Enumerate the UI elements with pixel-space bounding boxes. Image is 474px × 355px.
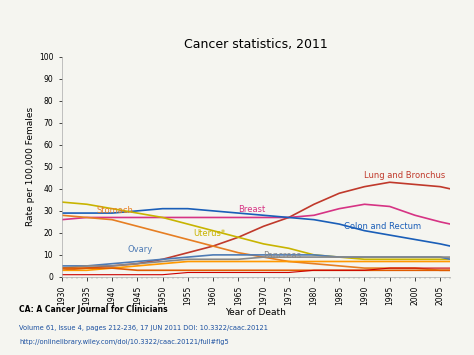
Text: http://onlinelibrary.wiley.com/doi/10.3322/caac.20121/full#fig5: http://onlinelibrary.wiley.com/doi/10.33… <box>19 339 229 345</box>
Text: Pancreas: Pancreas <box>264 251 301 261</box>
Text: Breast: Breast <box>238 205 265 214</box>
Text: Uterus*: Uterus* <box>193 229 225 239</box>
Text: Colon and Rectum: Colon and Rectum <box>344 222 421 231</box>
Text: Stomach: Stomach <box>97 206 134 215</box>
Text: Lung and Bronchus: Lung and Bronchus <box>365 171 446 180</box>
Text: Ovary: Ovary <box>127 245 153 254</box>
Text: Volume 61, Issue 4, pages 212-236, 17 JUN 2011 DOI: 10.3322/caac.20121: Volume 61, Issue 4, pages 212-236, 17 JU… <box>19 325 268 331</box>
X-axis label: Year of Death: Year of Death <box>226 308 286 317</box>
Title: Cancer statistics, 2011: Cancer statistics, 2011 <box>184 38 328 51</box>
Text: CA: A Cancer Journal for Clinicians: CA: A Cancer Journal for Clinicians <box>19 305 168 315</box>
Y-axis label: Rate per 100,000 Females: Rate per 100,000 Females <box>26 107 35 226</box>
